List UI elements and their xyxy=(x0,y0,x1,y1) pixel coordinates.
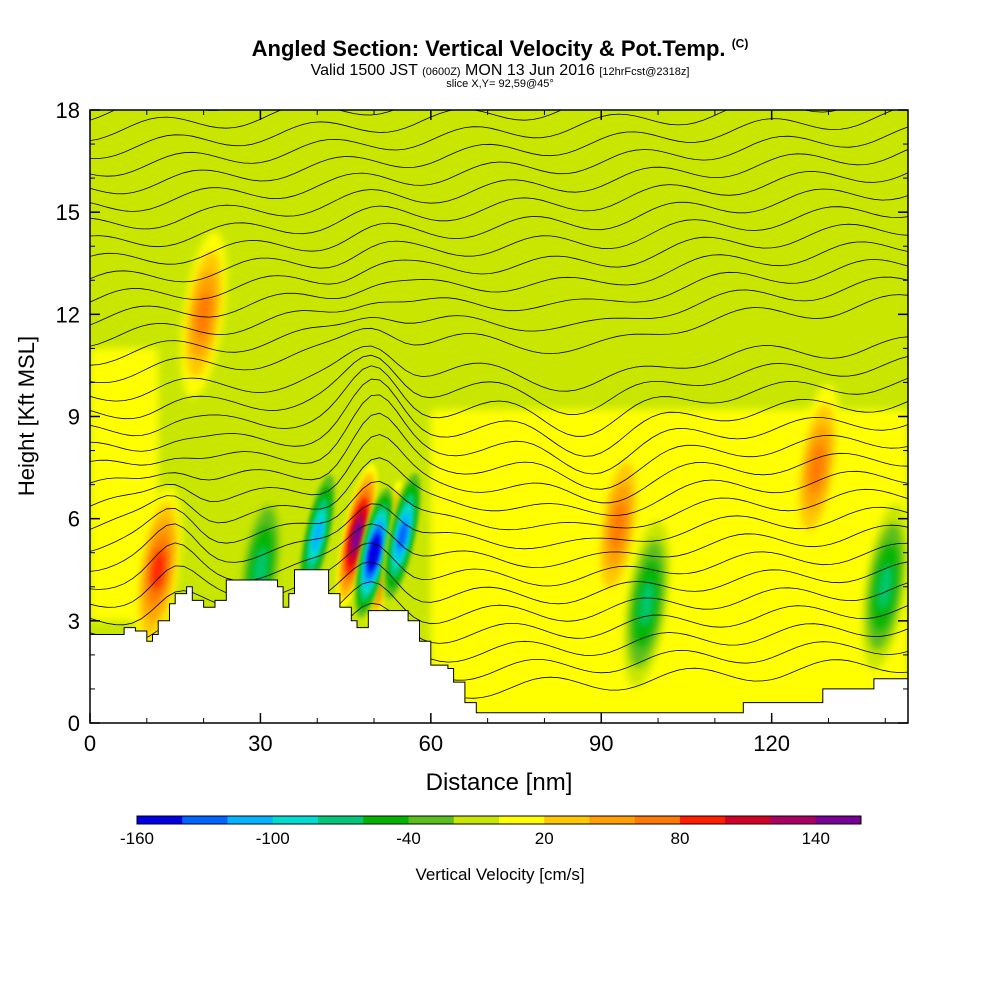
colorbar-swatch xyxy=(318,816,364,824)
y-tick-label: 6 xyxy=(68,507,80,532)
x-axis-label: Distance [nm] xyxy=(426,769,573,796)
isentrope-line xyxy=(90,365,908,437)
terrain-mask xyxy=(90,569,908,723)
colorbar-label: Vertical Velocity [cm/s] xyxy=(415,865,584,884)
chart-subtitle: Valid 1500 JST (0600Z) MON 13 Jun 2016 [… xyxy=(0,62,1000,80)
colorbar-swatch xyxy=(725,816,771,824)
y-tick-label: 0 xyxy=(68,711,80,736)
valid-date: MON 13 Jun 2016 xyxy=(465,62,595,79)
isentrope-line xyxy=(90,110,839,177)
valid-utc: (0600Z) xyxy=(422,66,461,78)
downdraft-core xyxy=(369,541,379,565)
y-axis: 0 3 6 9 12 15 18 xyxy=(56,98,908,736)
colorbar: -160 -100 -40 20 80 140 xyxy=(120,815,862,848)
colorbar-swatch xyxy=(544,816,590,824)
downdraft-core xyxy=(878,562,893,611)
colorbar-swatch xyxy=(453,816,500,824)
isentrope-line xyxy=(90,523,908,590)
updraft-core xyxy=(196,290,211,339)
isentrope-line xyxy=(90,294,908,383)
colorbar-tick-label: -100 xyxy=(256,829,290,848)
isentrope-line xyxy=(90,457,908,530)
isentrope-line xyxy=(90,126,908,212)
velocity-field xyxy=(90,231,908,723)
x-tick-label: 90 xyxy=(589,731,613,756)
chart-title: Angled Section: Vertical Velocity & Pot.… xyxy=(0,36,1000,62)
y-axis-label: Height [Kft MSL] xyxy=(14,336,39,496)
isentrope-line xyxy=(90,412,908,490)
colorbar-swatch xyxy=(272,816,319,824)
colorbar-swatch xyxy=(182,816,228,824)
chart-title-suffix: (C) xyxy=(731,36,749,51)
isentrope-line xyxy=(90,110,224,121)
colorbar-tick-label: -160 xyxy=(120,829,154,848)
colorbar-swatch xyxy=(634,816,681,824)
y-tick-label: 15 xyxy=(56,200,80,225)
isentrope-line xyxy=(90,149,908,230)
colorbar-tick-label: 80 xyxy=(671,829,690,848)
isentrope-line xyxy=(90,110,395,141)
x-tick-label: 120 xyxy=(753,731,790,756)
valid-time: Valid 1500 JST xyxy=(310,62,418,79)
colorbar-swatch xyxy=(680,816,726,824)
isentrope-line xyxy=(90,394,908,475)
downdraft-core xyxy=(312,520,323,552)
colorbar-swatch xyxy=(499,816,545,824)
isentrope-line xyxy=(90,378,908,457)
colorbar-swatch xyxy=(815,816,862,824)
downdraft-core xyxy=(397,521,408,550)
y-tick-label: 12 xyxy=(56,302,80,327)
isentrope-line xyxy=(90,258,908,347)
isentrope-contours xyxy=(90,18,908,714)
colorbar-swatch xyxy=(770,816,817,824)
isentrope-line xyxy=(90,206,908,283)
x-tick-label: 0 xyxy=(84,731,96,756)
colorbar-frame xyxy=(136,815,862,825)
isentrope-line xyxy=(90,503,908,572)
isentrope-line xyxy=(90,18,908,98)
forecast-info: [12hrFcst@2318z] xyxy=(599,66,690,78)
isentrope-line xyxy=(90,434,908,507)
isentrope-line xyxy=(90,171,908,248)
colorbar-tick-label: 20 xyxy=(535,829,554,848)
y-tick-label: 18 xyxy=(56,98,80,123)
isentrope-line xyxy=(90,110,563,160)
chart-title-text: Angled Section: Vertical Velocity & Pot.… xyxy=(251,36,726,61)
isentrope-line xyxy=(90,223,908,303)
colorbar-swatch xyxy=(589,816,636,824)
x-tick-label: 60 xyxy=(419,731,443,756)
isentrope-line xyxy=(90,480,908,552)
colorbar-swatch xyxy=(137,816,183,824)
isentrope-line xyxy=(90,188,908,265)
x-tick-label: 30 xyxy=(248,731,272,756)
colorbar-swatch xyxy=(363,816,409,824)
plot-area xyxy=(90,18,908,723)
updraft-core xyxy=(151,549,165,590)
slice-info: slice X,Y= 92,59@45° xyxy=(446,78,554,90)
colorbar-tick-label: 140 xyxy=(802,829,830,848)
colorbar-tick-label: -40 xyxy=(396,829,421,848)
y-tick-label: 9 xyxy=(68,405,80,430)
colorbar-swatch xyxy=(408,816,455,824)
colorbar-swatch xyxy=(227,816,274,824)
isentrope-line xyxy=(90,336,908,402)
isentrope-line xyxy=(90,354,908,420)
isentrope-line xyxy=(90,241,908,326)
isentrope-line xyxy=(90,276,908,366)
y-tick-label: 3 xyxy=(68,609,80,634)
x-axis: 0 30 60 90 120 xyxy=(84,110,886,756)
updraft-core xyxy=(611,501,626,550)
